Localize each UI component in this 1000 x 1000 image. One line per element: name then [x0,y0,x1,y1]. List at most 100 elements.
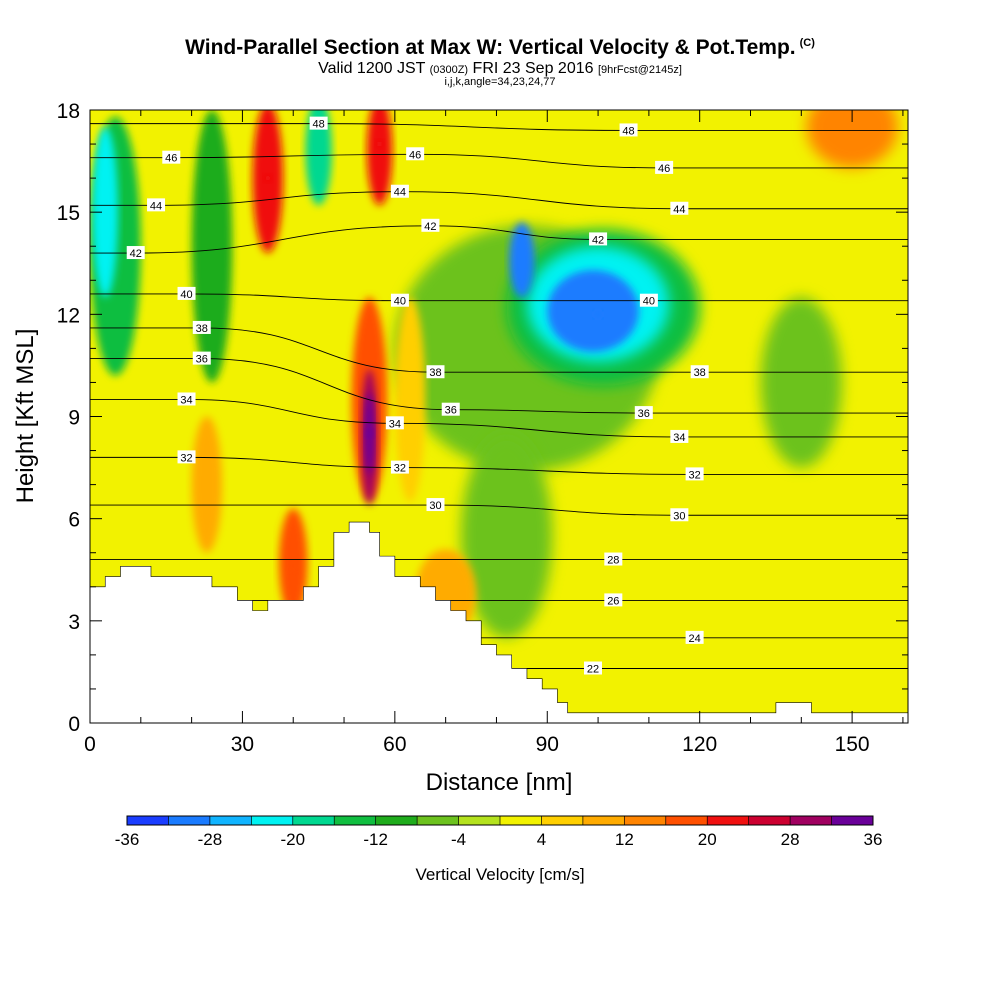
contour-label-48: 48 [309,116,328,131]
y-tick-label: 12 [57,304,80,327]
svg-text:26: 26 [607,595,619,607]
copyright-mark: (C) [799,37,815,49]
svg-text:40: 40 [643,296,655,308]
svg-text:46: 46 [658,163,670,175]
svg-text:46: 46 [409,149,421,161]
contour-label-36: 36 [192,351,211,366]
colorbar-swatch [748,816,791,825]
colorbar-swatch [168,816,211,825]
contour-label-34: 34 [385,416,404,430]
contour-label-30: 30 [670,508,689,522]
isentrope-30 [90,504,908,516]
velocity-cell-9 [191,110,233,383]
contour-label-32: 32 [177,450,196,464]
y-tick-label: 15 [57,202,80,225]
contour-label-26: 26 [604,593,623,607]
svg-text:46: 46 [165,153,177,165]
colorbar-swatch [375,816,418,825]
svg-text:44: 44 [673,204,685,216]
colorbar-swatch [334,816,377,825]
contour-label-44: 44 [147,198,166,212]
x-tick-label: 120 [682,733,717,756]
contour-label-28: 28 [604,552,623,567]
colorbar-swatch [209,816,252,825]
contour-label-44: 44 [390,184,409,199]
svg-text:36: 36 [638,408,650,420]
contour-label-46: 46 [655,160,674,175]
svg-text:28: 28 [607,555,619,567]
updraft-core-8 [848,123,857,132]
svg-text:34: 34 [180,394,192,406]
downdraft-core-1 [594,310,603,319]
isentrope-38 [90,327,908,373]
contour-label-40: 40 [390,293,409,308]
svg-text:42: 42 [130,248,142,260]
svg-text:44: 44 [394,187,406,199]
contour-label-40: 40 [639,293,658,308]
svg-text:32: 32 [180,452,192,464]
svg-text:40: 40 [180,289,192,301]
contour-label-38: 38 [690,365,709,379]
updraft-core-4 [365,429,374,438]
svg-text:34: 34 [389,418,401,430]
x-tick-label: 60 [383,733,406,756]
svg-text:32: 32 [394,463,406,475]
terrain-mask [90,522,908,723]
contour-label-44: 44 [670,201,689,216]
svg-text:44: 44 [150,200,162,212]
velocity-cell-21 [394,297,426,502]
colorbar-swatch [251,816,294,825]
contour-labels: 48 48 46 46 46 44 44 44 42 42 42 40 40 40 38 38 38 36 36 36… [126,116,709,676]
chart-title: Wind-Parallel Section at Max W: Vertical… [185,36,815,59]
colorbar-swatch [707,816,750,825]
contour-label-30: 30 [426,498,445,512]
velocity-cell-11 [460,433,553,638]
plot-area: 48 48 46 46 46 44 44 44 42 42 42 40 40 40 38 38 38 36 36 36… [90,110,908,723]
updraft-core-6 [263,174,272,183]
contour-label-34: 34 [177,392,196,406]
colorbar-label: -12 [363,830,388,849]
updraft-core-5 [375,140,384,149]
y-tick-label: 18 [57,100,80,123]
x-axis-title: Distance [nm] [426,769,573,796]
colorbar-label: 20 [698,830,717,849]
contour-label-46: 46 [162,150,181,165]
x-tick-label: 150 [835,733,870,756]
contour-label-32: 32 [390,460,409,475]
velocity-cell-8 [305,110,332,206]
contour-label-40: 40 [177,286,196,301]
contour-label-36: 36 [634,406,653,420]
colorbar-swatch [541,816,584,825]
y-tick-label: 3 [68,611,80,634]
colorbar-title: Vertical Velocity [cm/s] [415,865,584,884]
svg-text:30: 30 [673,510,685,522]
colorbar-label: 4 [537,830,546,849]
contour-label-38: 38 [426,365,445,379]
contour-label-38: 38 [192,320,211,335]
svg-text:32: 32 [688,469,700,481]
velocity-cell-4 [547,270,639,352]
svg-text:48: 48 [622,125,634,137]
contour-label-42: 42 [589,232,608,246]
colorbar-swatch [831,816,874,825]
y-tick-label: 0 [68,713,80,736]
x-tick-label: 90 [536,733,559,756]
svg-text:24: 24 [688,633,700,645]
colorbar-swatch [582,816,625,825]
isentrope-48 [90,123,908,131]
colorbar: -36 -28 -20 -12 -4 4 12 20 28 36 [115,815,882,849]
svg-text:42: 42 [592,234,604,246]
vertical-velocity-field [90,110,898,638]
colorbar-swatch [292,816,335,825]
downdraft-core-3 [314,140,323,149]
svg-text:36: 36 [445,405,457,417]
colorbar-label: -36 [115,830,140,849]
svg-text:34: 34 [673,432,685,444]
y-tick-label: 6 [68,509,80,532]
svg-text:48: 48 [313,119,325,131]
svg-text:38: 38 [429,367,441,379]
contour-label-48: 48 [619,123,638,137]
colorbar-swatch [458,816,501,825]
